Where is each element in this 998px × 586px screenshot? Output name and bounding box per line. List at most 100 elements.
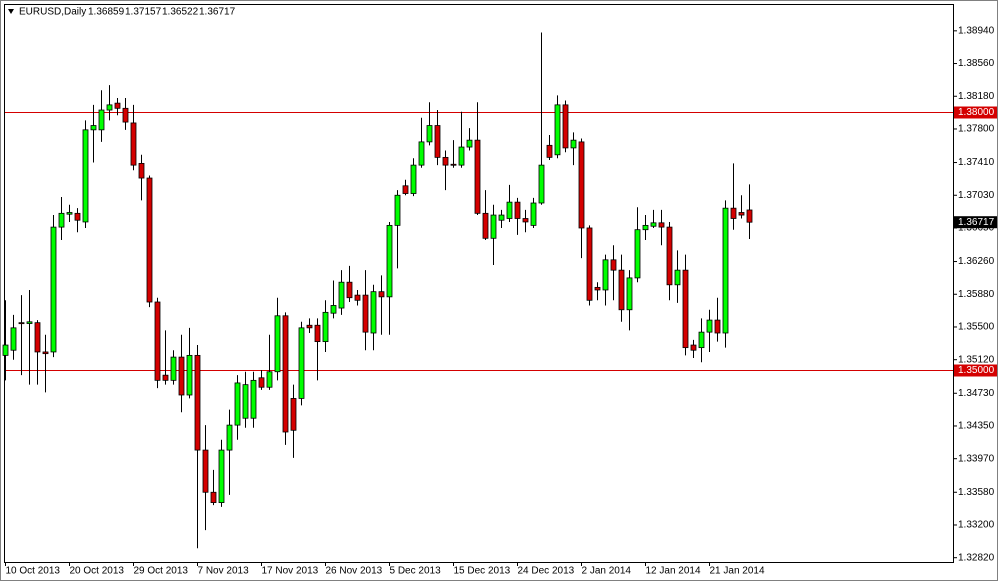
candle-body (554, 104, 561, 156)
x-tick-label: 21 Jan 2014 (710, 566, 765, 577)
candle-body (314, 324, 321, 343)
y-tick-label: 1.33580 (958, 487, 995, 498)
candle-body (186, 354, 193, 396)
candle-body (394, 194, 401, 226)
candle-body (298, 327, 305, 399)
candle-body (410, 164, 417, 194)
candle-body (626, 277, 633, 311)
candle-body (650, 222, 657, 227)
y-tick-label: 1.35500 (958, 322, 995, 333)
x-tick-label: 17 Nov 2013 (262, 566, 319, 577)
y-tick-label: 1.33200 (958, 520, 995, 531)
candle-body (90, 125, 97, 131)
candle-body (234, 382, 241, 426)
header-close: 1.36717 (199, 7, 236, 18)
symbol-label: EURUSD,Daily (19, 7, 86, 18)
candle-body (434, 125, 441, 158)
candle-body (162, 374, 169, 381)
candle-body (362, 294, 369, 333)
y-tick-label: 1.37800 (958, 124, 995, 135)
candle-body (450, 163, 457, 166)
candle-body (290, 398, 297, 431)
horizontal-line-label: 1.35000 (958, 365, 995, 376)
candle-body (18, 322, 25, 325)
x-tick-label: 29 Oct 2013 (134, 566, 189, 577)
candle-body (154, 301, 161, 381)
candle-body (482, 212, 489, 239)
candle-body (370, 291, 377, 334)
candle-body (138, 163, 145, 179)
candle-body (634, 229, 641, 279)
candle-body (682, 269, 689, 349)
candle-body (2, 344, 9, 356)
candle-body (34, 322, 41, 353)
candle-body (338, 281, 345, 309)
plot-frame (4, 4, 954, 563)
candle-body (42, 351, 49, 355)
x-tick-label: 10 Oct 2013 (6, 566, 61, 577)
menu-triangle (8, 9, 14, 14)
candle-body (458, 146, 465, 166)
candle-body (666, 226, 673, 286)
y-tick-label: 1.35880 (958, 289, 995, 300)
candle-body (170, 356, 177, 381)
candle-body (418, 141, 425, 166)
candle-body (490, 214, 497, 239)
y-tick-label: 1.38180 (958, 91, 995, 102)
candle-body (330, 305, 337, 314)
y-tick-label: 1.37410 (958, 157, 995, 168)
candle-body (562, 104, 569, 149)
candle-body (426, 125, 433, 143)
candle-body (258, 377, 265, 388)
candle-body (706, 319, 713, 333)
candle-body (98, 109, 105, 131)
y-tick-label: 1.33970 (958, 453, 995, 464)
candle-body (210, 491, 217, 503)
candle-body (58, 212, 65, 228)
candle-body (242, 384, 249, 419)
candle-body (194, 354, 201, 451)
y-tick-label: 1.38940 (958, 25, 995, 36)
candle-body (730, 207, 737, 219)
candle-body (202, 449, 209, 493)
candle-body (698, 331, 705, 349)
header-high: 1.37157 (125, 7, 162, 18)
candle-body (530, 202, 537, 226)
x-tick-label: 20 Oct 2013 (70, 566, 125, 577)
y-tick-label: 1.37030 (958, 190, 995, 201)
candle-body (122, 107, 129, 123)
candle-body (714, 319, 721, 334)
candle-body (114, 102, 121, 109)
candle-body (346, 281, 353, 299)
y-tick-label: 1.36260 (958, 256, 995, 267)
candle-body (658, 222, 665, 228)
candle-body (514, 201, 521, 219)
horizontal-line-label-bg (954, 106, 997, 119)
candle-body (570, 139, 577, 149)
x-tick-label: 12 Jan 2014 (646, 566, 701, 577)
candle-body (74, 212, 81, 221)
horizontal-line-label: 1.38000 (958, 107, 995, 118)
candle-body (354, 294, 361, 301)
candle-body (250, 379, 257, 419)
header-low: 1.36522 (162, 7, 199, 18)
candle-body (26, 321, 33, 324)
candle-body (466, 139, 473, 148)
candle-body (610, 259, 617, 271)
candle-body (594, 286, 601, 291)
candle-body (66, 212, 73, 215)
candle-body (738, 212, 745, 216)
candle-body (274, 315, 281, 373)
candle-body (10, 327, 17, 351)
candle-body (474, 139, 481, 214)
candle-body (146, 177, 153, 303)
candle-body (178, 356, 185, 396)
horizontal-line-label-bg (954, 364, 997, 377)
candle-body (522, 218, 529, 223)
x-tick-label: 2 Jan 2014 (582, 566, 632, 577)
candle-body (386, 224, 393, 298)
y-tick-label: 1.34730 (958, 388, 995, 399)
y-tick-label: 1.38560 (958, 58, 995, 69)
